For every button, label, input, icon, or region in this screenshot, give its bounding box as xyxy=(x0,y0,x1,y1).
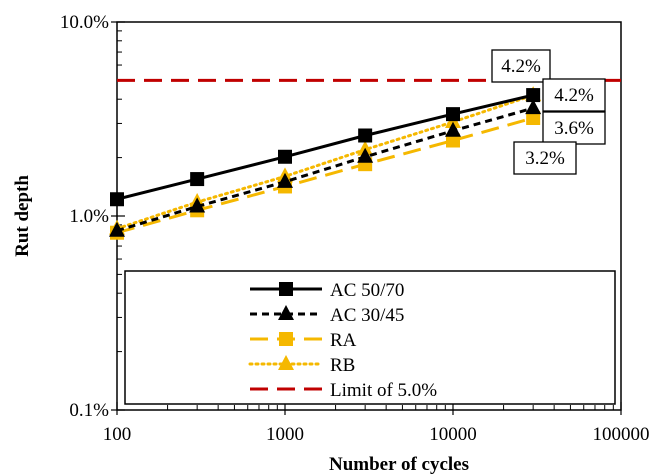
callouts: 4.2% 4.2% 3.6% 3.2% xyxy=(491,49,606,175)
series-line-ra xyxy=(116,116,534,235)
callout-text: 4.2% xyxy=(501,56,541,77)
callout-box xyxy=(542,111,606,145)
callout-text: 3.6% xyxy=(554,118,594,139)
legend-label: AC 30/45 xyxy=(330,305,404,326)
callout-text: 4.2% xyxy=(554,85,594,106)
y-tick-label: 1.0% xyxy=(69,206,109,227)
data-point-ac-50-70 xyxy=(446,107,460,122)
legend-entry-rb: RB xyxy=(248,355,355,376)
data-point-ac-50-70 xyxy=(190,172,205,187)
callout-box xyxy=(513,141,577,175)
x-tick-label: 100 xyxy=(103,424,132,445)
legend-marker xyxy=(279,282,293,296)
x-tick-label: 100000 xyxy=(593,424,650,445)
legend-marker xyxy=(278,355,294,370)
callout-text: 3.2% xyxy=(525,148,565,169)
data-point-ac-30-45 xyxy=(277,172,293,188)
y-axis-title: Rut depth xyxy=(12,175,33,257)
x-tick-label: 10000 xyxy=(429,424,477,445)
legend: AC 50/70 AC 30/45 RA RB Limit of 5.0% xyxy=(124,270,616,405)
data-point-ac-30-45 xyxy=(109,221,125,237)
data-point-ra xyxy=(526,111,541,126)
y-tick-label: 10.0% xyxy=(60,12,109,33)
data-point-ac-50-70 xyxy=(526,88,541,103)
legend-entry-ac-50-70: AC 50/70 xyxy=(250,280,404,301)
legend-label: AC 50/70 xyxy=(330,280,404,301)
legend-entry-limit-of-5-0: Limit of 5.0% xyxy=(250,380,437,401)
callout-label: 3.2% xyxy=(513,141,577,175)
legend-label: RA xyxy=(330,330,357,351)
series-line-rb xyxy=(115,93,535,231)
data-point-ac-30-45 xyxy=(189,197,206,213)
data-point-ac-30-45 xyxy=(445,121,461,137)
series-ra xyxy=(110,111,541,240)
callout-label: 3.6% xyxy=(542,111,606,145)
y-axis: 0.1% 1.0% 10.0% xyxy=(60,12,125,421)
callout-box xyxy=(491,49,551,83)
data-point-ra xyxy=(446,133,460,148)
data-point-ac-50-70 xyxy=(110,192,124,207)
y-tick-label: 0.1% xyxy=(69,400,109,421)
legend-marker xyxy=(278,305,294,320)
x-axis: 100 1000 10000 100000 xyxy=(103,402,650,445)
series-layer xyxy=(109,78,621,240)
legend-box xyxy=(124,270,616,405)
legend-label: Limit of 5.0% xyxy=(330,380,437,401)
data-point-ac-50-70 xyxy=(278,149,292,164)
series-ac-30-45 xyxy=(109,99,542,237)
legend-entry-ra: RA xyxy=(250,330,357,351)
legend-label: RB xyxy=(330,355,355,376)
series-line-ac-50-70 xyxy=(116,93,534,201)
x-axis-title: Number of cycles xyxy=(329,454,469,474)
x-tick-label: 1000 xyxy=(266,424,304,445)
legend-marker xyxy=(279,332,293,346)
callout-label: 4.2% xyxy=(542,78,606,112)
data-point-ac-30-45 xyxy=(525,99,542,115)
series-line-ac-30-45 xyxy=(116,106,534,233)
callout-label: 4.2% xyxy=(491,49,551,83)
callout-box xyxy=(542,78,606,112)
data-point-ac-50-70 xyxy=(358,128,373,143)
data-point-ac-30-45 xyxy=(357,147,374,163)
series-ac-50-70 xyxy=(110,88,541,207)
legend-entry-ac-30-45: AC 30/45 xyxy=(250,305,404,326)
